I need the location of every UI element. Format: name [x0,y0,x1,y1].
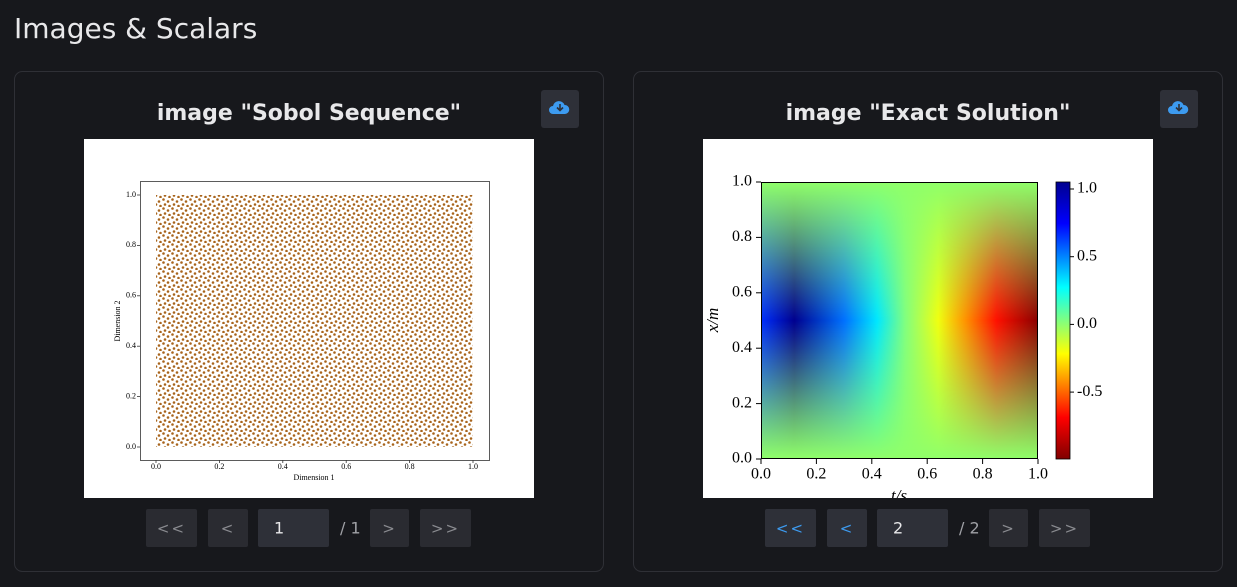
x-tick-label: 0.4 [862,466,882,483]
x-tick-label: 0.0 [151,462,161,471]
y-axis-label: Dimension 2 [113,300,122,341]
x-tick-label: 0.4 [278,462,288,471]
colorbar-tick-label: 0.5 [1077,247,1097,264]
y-tick-label: 1.0 [732,173,752,190]
y-tick-label: 0.6 [732,283,752,300]
pager-button-label[interactable]: < [221,520,236,538]
y-tick-label: 0.2 [732,394,752,411]
x-tick-label: 0.8 [973,466,993,483]
x-tick-label: 1.0 [1028,466,1048,483]
pager-button-label[interactable]: >> [1050,520,1079,538]
y-tick-label: 0.6 [126,291,136,300]
scatter-points [156,195,473,447]
colorbar [1055,181,1071,460]
x-tick-label: 0.6 [341,462,351,471]
page-input-value[interactable]: 2 [893,519,903,538]
y-tick-label: 0.2 [126,391,136,400]
pager-button[interactable] [420,509,471,547]
pager-button[interactable] [989,509,1028,547]
download-button[interactable] [1160,90,1198,128]
pager-button[interactable] [1039,509,1090,547]
page-input[interactable] [258,509,329,547]
pager-button[interactable] [827,509,867,547]
pager-button-label[interactable]: << [157,520,186,538]
x-tick-label: 0.2 [214,462,224,471]
page-title: Images & Scalars [14,12,257,45]
y-tick-label: 0.0 [126,442,136,451]
x-axis-label: Dimension 1 [293,473,334,482]
colorbar-tick-label: 0.0 [1077,315,1097,332]
pager-button[interactable] [765,509,816,547]
pager-button-label[interactable]: > [382,520,397,538]
y-axis-label: x/m [703,308,722,334]
x-tick-label: 0.6 [917,466,937,483]
colorbar-tick-label: -0.5 [1077,383,1102,400]
pager-button[interactable] [370,509,409,547]
x-tick-label: 0.8 [405,462,415,471]
page-total: / 1 [340,519,361,538]
y-tick-label: 0.0 [732,450,752,467]
colorbar-tick-label: 1.0 [1077,180,1097,197]
pager-button-label[interactable]: > [1001,520,1016,538]
download-button[interactable] [541,90,579,128]
panel-title: image "Sobol Sequence" [157,101,461,126]
x-tick-label: 0.0 [751,466,771,483]
pager-button-label[interactable]: << [776,520,805,538]
y-tick-label: 0.8 [732,228,752,245]
x-axis-label: t/s [891,486,907,505]
y-tick-label: 0.8 [126,240,136,249]
x-tick-label: 0.2 [806,466,826,483]
panel-title: image "Exact Solution" [786,101,1071,126]
pager-button-label[interactable]: >> [431,520,460,538]
pager-button[interactable] [208,509,248,547]
y-tick-label: 1.0 [126,190,136,199]
image-sobol: Dimension 1 Dimension 2 [84,139,534,498]
page-input-value[interactable]: 1 [274,519,284,538]
y-tick-label: 0.4 [126,341,136,350]
y-tick-label: 0.4 [732,339,752,356]
page-input[interactable] [877,509,948,547]
pager-button-label[interactable]: < [840,520,855,538]
pager-button[interactable] [146,509,197,547]
image-exact-solution: t/s x/m 0.0 0.2 0.4 0.6 0.8 1.0 0.0 0.2 0.4 0.6 0.… [703,139,1153,505]
x-tick-label: 1.0 [468,462,478,471]
page-total: / 2 [959,519,980,538]
